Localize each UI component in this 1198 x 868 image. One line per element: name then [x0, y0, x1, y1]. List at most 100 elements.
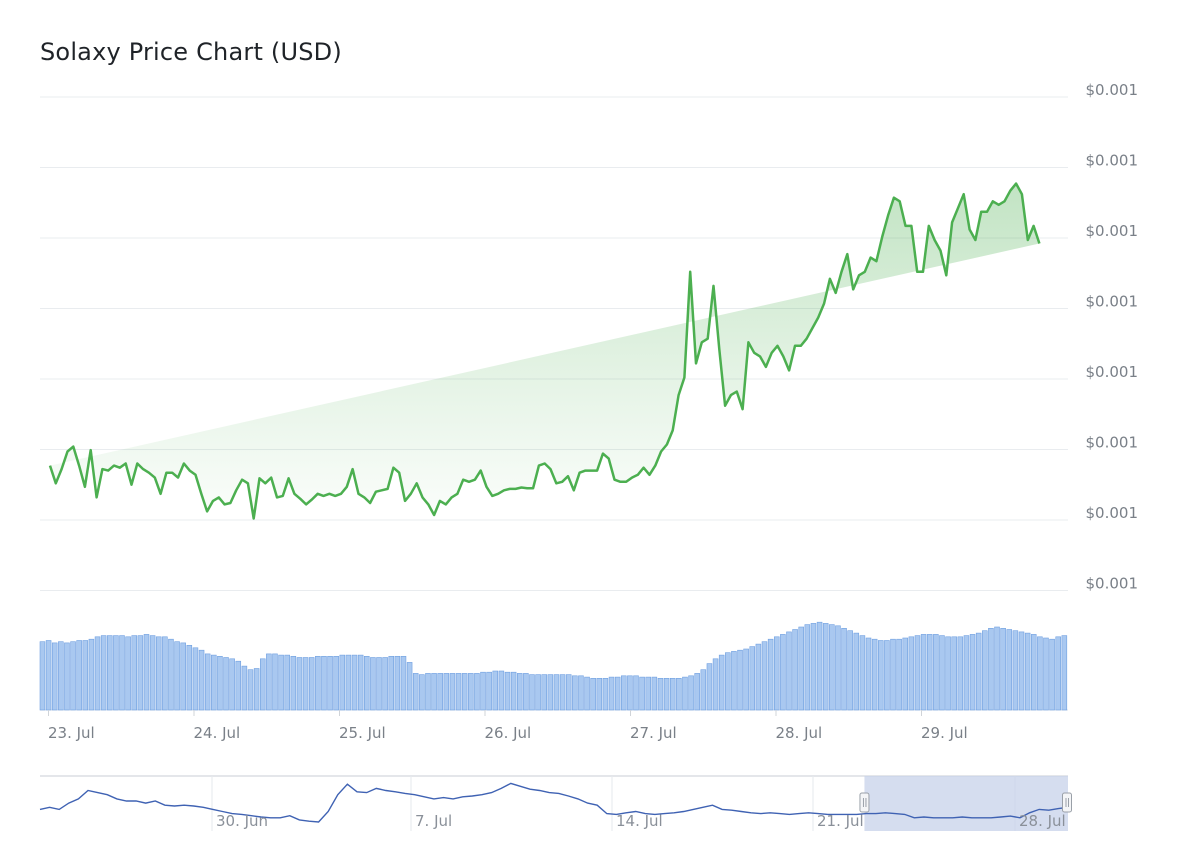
volume-bar [822, 623, 829, 711]
volume-bar [437, 673, 443, 711]
volume-bar [975, 632, 982, 711]
y-tick-label: $0.001 [1086, 152, 1139, 170]
navigator-line [39, 782, 1069, 823]
y-tick-label: $0.001 [1086, 293, 1139, 311]
volume-bar [798, 626, 804, 711]
volume-bar [223, 657, 229, 711]
volume-bar [339, 654, 346, 711]
volume-bar [669, 677, 676, 711]
navigator-handle-left[interactable] [859, 792, 870, 813]
volume-bar [321, 655, 327, 711]
volume-bar [107, 635, 113, 711]
volume-bar [58, 641, 64, 711]
volume-bar [663, 677, 670, 711]
y-tick-label: $0.001 [1086, 504, 1139, 522]
volume-bar [829, 624, 835, 711]
volume-bar [486, 671, 492, 711]
navigator-handle-right[interactable] [1062, 792, 1072, 813]
volume-bar [878, 640, 884, 711]
y-tick-label: $0.001 [1086, 575, 1139, 593]
volume-bar [278, 654, 284, 711]
volume-bar [584, 676, 590, 711]
volume-bar [370, 657, 376, 711]
volume-bar [425, 673, 431, 711]
volume-bar [737, 649, 743, 711]
navigator[interactable]: 30. Jun 7. Jul 14. Jul 21. Jul 28. Jul [39, 775, 1072, 831]
volume-bar [174, 641, 180, 711]
volume-bar [449, 673, 456, 711]
volume-bar [982, 630, 988, 711]
y-tick-label: $0.001 [1086, 434, 1139, 452]
volume-bar [565, 674, 572, 711]
volume-bar [780, 634, 786, 711]
chart-title: Solaxy Price Chart (USD) [40, 38, 342, 66]
volume-bar [235, 660, 242, 711]
volume-bar [933, 634, 939, 711]
volume-bar [394, 655, 401, 711]
volume-bar [247, 669, 254, 711]
volume-bar [951, 636, 957, 711]
volume-bar [657, 677, 664, 711]
volume-bar [143, 634, 150, 711]
volume-bar [553, 674, 560, 711]
volume-bar [88, 638, 95, 711]
volume-bar [1061, 635, 1068, 711]
volume-bar [865, 637, 872, 711]
navigator-tick-label: 21. Jul [817, 812, 864, 830]
volume-bar [1006, 629, 1013, 711]
volume-bar [712, 658, 719, 711]
volume-bar [357, 654, 364, 711]
volume-bar [1000, 627, 1006, 711]
volume-bar [627, 675, 633, 711]
volume-bar [259, 658, 266, 711]
volume-bar [645, 676, 652, 711]
volume-bar [327, 655, 333, 711]
volume-bar [621, 675, 627, 711]
volume-bar [614, 676, 621, 711]
volume-bar [541, 674, 547, 711]
volume-bar [590, 677, 596, 711]
volume-bar [376, 657, 382, 711]
volume-bar [455, 673, 462, 711]
volume-bar [272, 653, 278, 711]
volume-bar [523, 673, 529, 711]
volume-bar [871, 638, 878, 711]
volume-bar [731, 651, 737, 711]
volume-bar [1018, 631, 1025, 711]
navigator-selection[interactable] [864, 776, 1068, 831]
volume-bar [700, 669, 707, 711]
volume-bar [431, 673, 437, 711]
volume-bar [266, 653, 272, 711]
volume-bar [382, 657, 388, 711]
volume-bar [939, 635, 945, 711]
volume-bar [761, 641, 768, 711]
volume-bar [412, 673, 419, 711]
volume-bar [810, 623, 817, 711]
volume-bar [859, 635, 866, 711]
navigator-tick-label: 30. Jun [216, 812, 268, 830]
volume-bar [988, 627, 994, 711]
volume-bar [364, 655, 370, 711]
volume-bar [682, 676, 688, 711]
volume-bar [204, 653, 211, 711]
volume-bar [767, 638, 774, 711]
volume-bar [529, 674, 535, 711]
x-tick-label: 29. Jul [921, 724, 968, 742]
volume-bar [308, 657, 315, 711]
volume-bar [749, 646, 756, 711]
volume-bar [461, 673, 468, 711]
volume-bar [945, 636, 951, 711]
volume-bar [315, 655, 321, 711]
volume-bar [168, 638, 174, 711]
volume-bar [400, 655, 407, 711]
volume-bar [853, 632, 860, 711]
y-tick-label: $0.001 [1086, 81, 1139, 99]
x-axis-labels: 23. Jul 24. Jul 25. Jul 26. Jul 27. Jul 28. J… [48, 710, 968, 742]
x-tick-label: 23. Jul [48, 724, 95, 742]
volume-bar [1043, 637, 1049, 711]
volume-bar [804, 624, 811, 711]
volume-bar [82, 640, 89, 711]
volume-bar [755, 643, 762, 711]
volume-bar [1012, 630, 1019, 711]
